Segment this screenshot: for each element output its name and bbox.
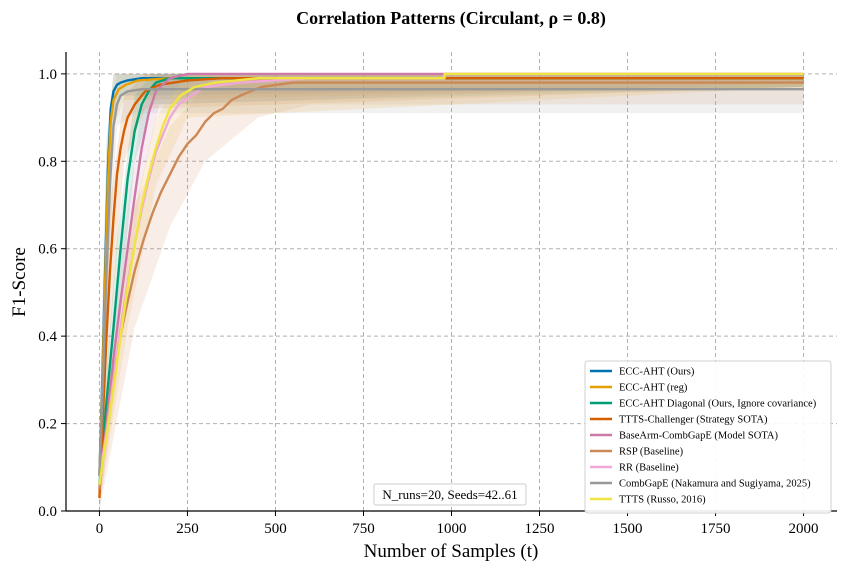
y-tick-label: 1.0 bbox=[38, 67, 57, 83]
legend-label: ECC-AHT Diagonal (Ours, Ignore covarianc… bbox=[619, 399, 817, 410]
legend-label: TTTS (Russo, 2016) bbox=[619, 495, 706, 506]
legend-label: ECC-AHT (reg) bbox=[619, 383, 688, 394]
x-axis-title: Number of Samples (t) bbox=[364, 541, 539, 562]
series-line bbox=[98, 88, 804, 477]
chart-title: Correlation Patterns (Circulant, ρ = 0.8… bbox=[296, 8, 606, 29]
x-tick-label: 250 bbox=[176, 521, 199, 537]
series-line bbox=[98, 72, 804, 485]
series-line bbox=[98, 72, 804, 490]
series-lines bbox=[98, 72, 804, 498]
x-tick-label: 2000 bbox=[789, 521, 819, 537]
y-tick-label: 0.4 bbox=[38, 329, 57, 345]
x-tick-label: 750 bbox=[352, 521, 375, 537]
legend-label: CombGapE (Nakamura and Sugiyama, 2025) bbox=[619, 479, 811, 490]
y-axis-ticks: 0.0 0.2 0.4 0.6 0.8 1.0 bbox=[38, 67, 66, 520]
legend-label: RR (Baseline) bbox=[619, 463, 679, 474]
x-tick-label: 1250 bbox=[525, 521, 555, 537]
series-line bbox=[98, 77, 804, 485]
legend-label: BaseArm-CombGapE (Model SOTA) bbox=[619, 431, 778, 442]
series-line bbox=[98, 77, 804, 498]
x-tick-label: 1500 bbox=[613, 521, 643, 537]
x-tick-label: 1750 bbox=[701, 521, 731, 537]
series-line bbox=[98, 81, 804, 490]
x-tick-label: 1000 bbox=[437, 521, 467, 537]
y-axis-title: F1-Score bbox=[9, 247, 30, 317]
x-axis-ticks: 0 250 500 750 1000 1250 1500 1750 2000 bbox=[96, 511, 819, 537]
legend-label: ECC-AHT (Ours) bbox=[619, 367, 695, 378]
legend: ECC-AHT (Ours) ECC-AHT (reg) ECC-AHT Diago… bbox=[584, 360, 832, 514]
legend-label: TTTS-Challenger (Strategy SOTA) bbox=[619, 415, 768, 426]
legend-box bbox=[584, 360, 832, 514]
y-tick-label: 0.6 bbox=[38, 242, 57, 258]
y-tick-label: 0.2 bbox=[38, 417, 57, 433]
legend-label: RSP (Baseline) bbox=[619, 447, 684, 458]
x-tick-label: 500 bbox=[264, 521, 287, 537]
annotation-text: N_runs=20, Seeds=42..61 bbox=[382, 487, 517, 502]
y-tick-label: 0.0 bbox=[38, 504, 57, 520]
y-tick-label: 0.8 bbox=[38, 154, 57, 170]
annotation-box bbox=[373, 483, 527, 506]
runs-annotation: N_runs=20, Seeds=42..61 bbox=[373, 483, 527, 506]
x-tick-label: 0 bbox=[96, 521, 104, 537]
